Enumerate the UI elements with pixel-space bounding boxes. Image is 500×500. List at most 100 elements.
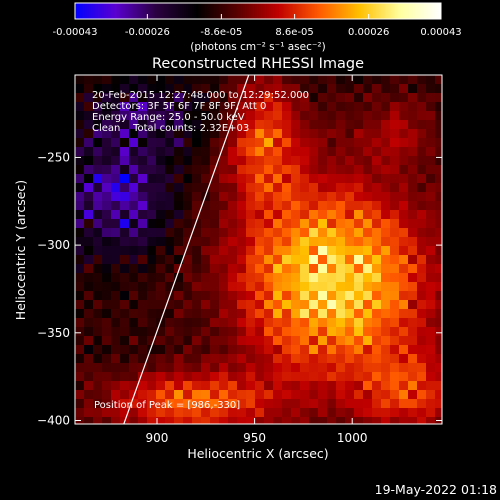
heatmap-cell (192, 219, 202, 229)
heatmap-cell (264, 282, 274, 292)
heatmap-cell (273, 246, 283, 256)
heatmap-cell (327, 372, 337, 382)
heatmap-cell (435, 255, 442, 265)
heatmap-cell (228, 201, 238, 211)
heatmap-cell (255, 228, 265, 238)
heatmap-cell (309, 255, 319, 265)
heatmap-cell (264, 219, 274, 229)
heatmap-cell (336, 291, 346, 301)
heatmap-cell (291, 291, 301, 301)
heatmap-cell (399, 309, 409, 319)
heatmap-cell (129, 138, 139, 148)
heatmap-cell (426, 273, 436, 283)
heatmap-cell (363, 327, 373, 337)
heatmap-cell (129, 372, 139, 382)
heatmap-cell (417, 282, 427, 292)
heatmap-cell (408, 102, 418, 112)
heatmap-cell (264, 174, 274, 184)
heatmap-cell (138, 282, 148, 292)
heatmap-cell (228, 192, 238, 202)
heatmap-cell (120, 138, 130, 148)
heatmap-cell (255, 129, 265, 139)
heatmap-cell (399, 129, 409, 139)
heatmap-cell (282, 300, 292, 310)
heatmap-cell (363, 228, 373, 238)
heatmap-cell (192, 111, 202, 121)
heatmap-cell (354, 84, 364, 94)
heatmap-cell (336, 147, 346, 157)
heatmap-cell (381, 318, 391, 328)
heatmap-cell (318, 309, 328, 319)
heatmap-cell (327, 165, 337, 175)
heatmap-cell (84, 237, 94, 247)
heatmap-cell (192, 408, 202, 418)
heatmap-cell (372, 138, 382, 148)
heatmap-cell (174, 336, 184, 346)
heatmap-cell (426, 138, 436, 148)
heatmap-cell (381, 237, 391, 247)
heatmap-cell (111, 381, 121, 391)
heatmap-cell (408, 93, 418, 103)
heatmap-cell (399, 381, 409, 391)
heatmap-cell (264, 255, 274, 265)
heatmap-cell (84, 372, 94, 382)
heatmap-cell (156, 327, 166, 337)
heatmap-cell (372, 156, 382, 166)
heatmap-cell (84, 165, 94, 175)
heatmap-cell (399, 75, 409, 85)
heatmap-cell (129, 129, 139, 139)
heatmap-cell (345, 183, 355, 193)
heatmap-cell (84, 300, 94, 310)
annotation-detectors: Detectors: 3F 5F 6F 7F 8F 9F, Att 0 (92, 101, 266, 112)
heatmap-cell (408, 147, 418, 157)
heatmap-cell (426, 264, 436, 274)
heatmap-cell (291, 201, 301, 211)
heatmap-cell (381, 201, 391, 211)
heatmap-cell (363, 255, 373, 265)
heatmap-cell (120, 210, 130, 220)
heatmap-cell (102, 102, 112, 112)
heatmap-cell (93, 93, 103, 103)
heatmap-cell (327, 84, 337, 94)
heatmap-cell (237, 138, 247, 148)
heatmap-cell (120, 399, 130, 409)
heatmap-cell (264, 309, 274, 319)
heatmap-cell (309, 147, 319, 157)
heatmap-cell (264, 336, 274, 346)
heatmap-cell (345, 309, 355, 319)
heatmap-cell (264, 183, 274, 193)
heatmap-cell (156, 300, 166, 310)
heatmap-cell (363, 219, 373, 229)
heatmap-cell (228, 219, 238, 229)
heatmap-cell (399, 174, 409, 184)
heatmap-cell (408, 363, 418, 373)
heatmap-cell (228, 210, 238, 220)
heatmap-cell (75, 309, 85, 319)
heatmap-cell (174, 93, 184, 103)
heatmap-cell (192, 309, 202, 319)
heatmap-cell (120, 408, 130, 418)
heatmap-cell (165, 354, 175, 364)
heatmap-cell (390, 399, 400, 409)
heatmap-cell (291, 282, 301, 292)
heatmap-cell (291, 93, 301, 103)
heatmap-cell (273, 318, 283, 328)
heatmap-cell (174, 84, 184, 94)
heatmap-cell (210, 336, 220, 346)
heatmap-cell (165, 327, 175, 337)
heatmap-cell (102, 228, 112, 238)
heatmap-cell (390, 111, 400, 121)
heatmap-cell (183, 237, 193, 247)
heatmap-cell (426, 282, 436, 292)
heatmap-cell (399, 192, 409, 202)
heatmap-cell (408, 111, 418, 121)
heatmap-cell (102, 201, 112, 211)
heatmap-cell (300, 399, 310, 409)
heatmap-cell (336, 228, 346, 238)
heatmap-cell (318, 165, 328, 175)
heatmap-cell (408, 228, 418, 238)
heatmap-cell (84, 183, 94, 193)
heatmap-cell (291, 102, 301, 112)
heatmap-cell (390, 273, 400, 283)
heatmap-cell (246, 390, 256, 400)
